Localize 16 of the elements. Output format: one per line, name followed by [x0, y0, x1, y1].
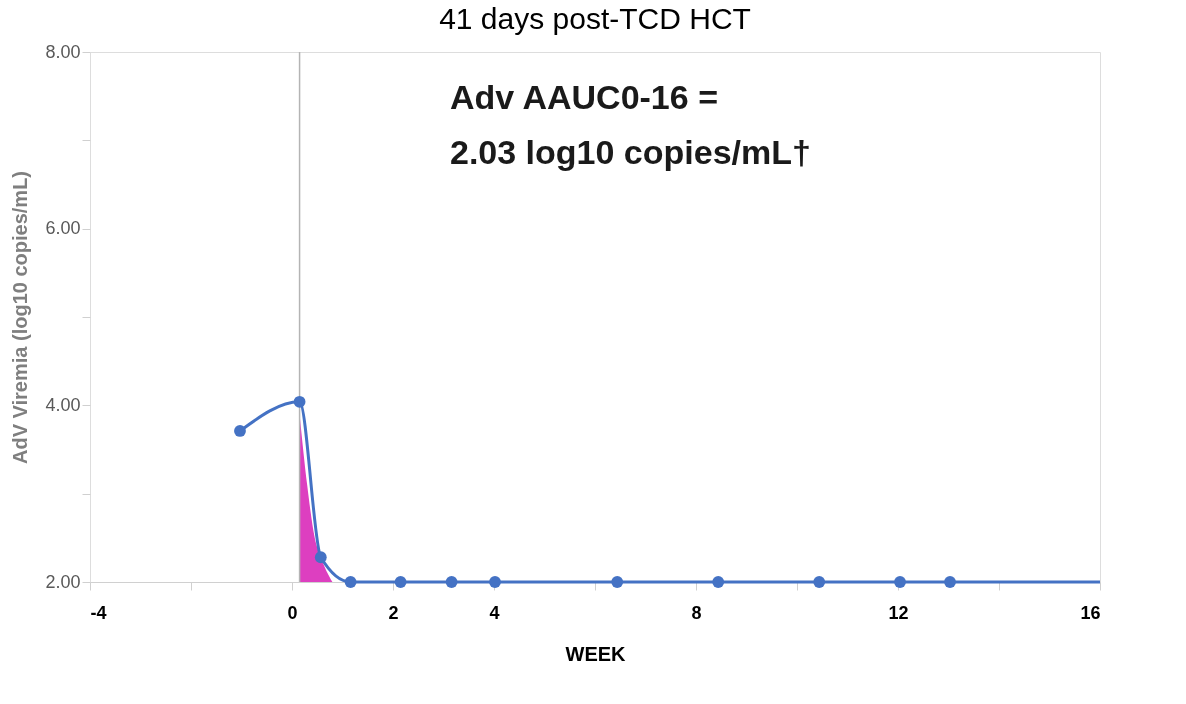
x-tick-label: 16 [1080, 602, 1101, 623]
x-tick-label: 0 [287, 602, 298, 623]
y-tick-label: 8.00 [45, 41, 81, 62]
x-tick-label: 8 [691, 602, 702, 623]
chart-title: 41 days post-TCD HCT [439, 2, 751, 35]
x-axis-title: WEEK [565, 642, 627, 665]
x-tick-label: 12 [888, 602, 909, 623]
y-axis-title: AdV Viremia (log10 copies/mL) [9, 170, 32, 465]
annotation: Adv AAUC0-16 = [450, 78, 718, 116]
x-tick-label: 4 [489, 602, 500, 623]
y-tick-label: 6.00 [45, 218, 81, 239]
annotation: 2.03 log10 copies/mL† [450, 133, 811, 171]
y-tick-label: 4.00 [45, 394, 81, 415]
x-tick-label: 2 [388, 602, 399, 623]
y-tick-label: 2.00 [45, 571, 81, 592]
x-tick-label: -4 [90, 602, 107, 623]
